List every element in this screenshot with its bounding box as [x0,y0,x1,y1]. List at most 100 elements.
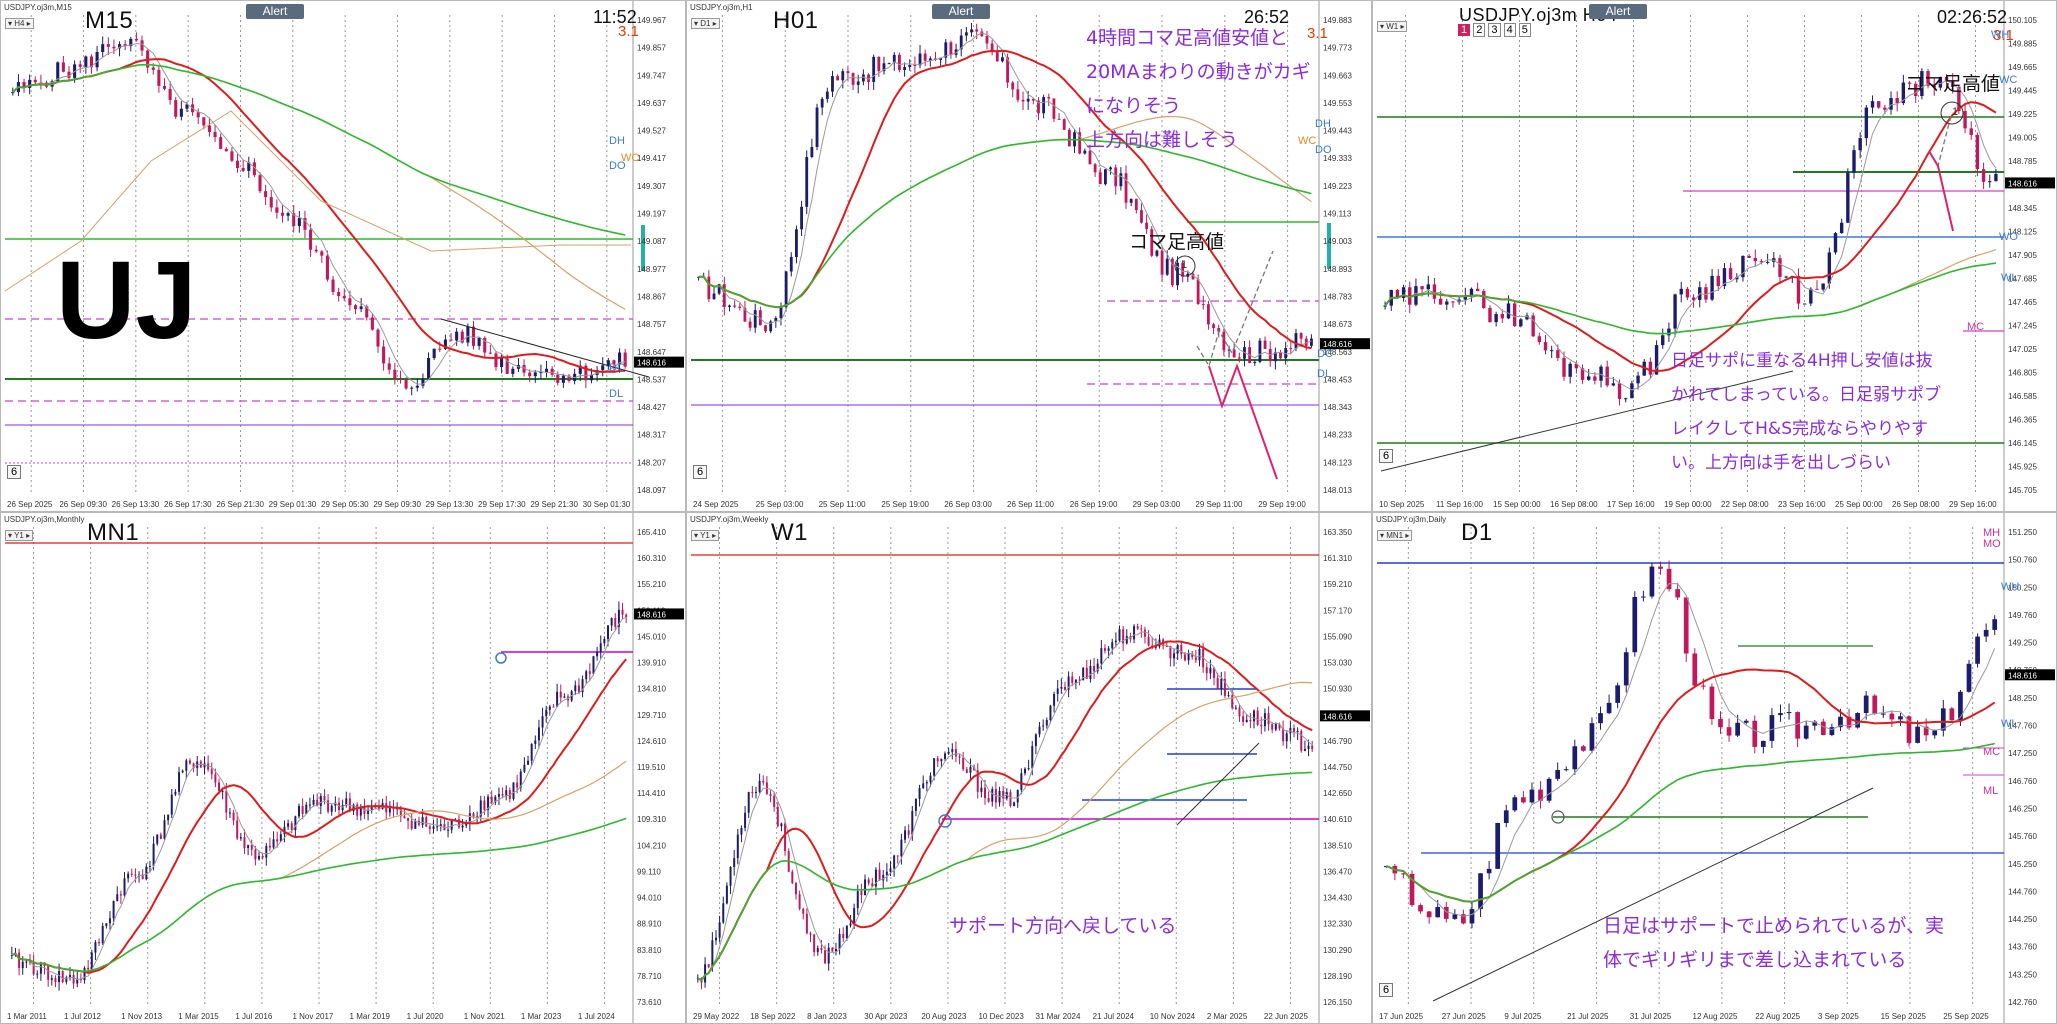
price-tick-label: 145.925 [2008,463,2037,472]
candle-body [188,760,191,764]
candle-body [1016,89,1020,100]
price-tick-label: 146.760 [2008,777,2037,786]
price-tick-label: 144.250 [2008,915,2037,924]
candle-body [1923,726,1929,736]
candle-body [145,866,148,880]
candle-body [1426,284,1430,290]
candle-body [1940,708,1946,731]
candle-body [305,804,308,814]
circle-marker [1940,101,1964,125]
commentary-line-1: 日足サポに重なる4H押し安値は抜 [1671,351,1933,371]
chart-panel-h04[interactable]: 150.105 149.885 149.665 149.445 149.225 149.0… [1372,0,2057,512]
candle-body [878,869,881,881]
candle-body [1231,695,1234,708]
candle-body [410,820,413,829]
candle-body [1271,724,1274,730]
level-tag-dc: DC [609,362,625,374]
price-tick-label: 146.790 [1323,737,1352,746]
candle-body [174,791,177,795]
candle-body [151,67,155,70]
candle-body [975,29,979,32]
alert-button[interactable]: Alert [1589,4,1647,19]
timeframe-dropdown[interactable]: ▾ Y1 ▸ [691,530,720,541]
time-tick-label: 26 Sep 08:00 [1892,500,1940,509]
chart-panel-w1[interactable]: 163.350 161.310 159.210 157.170 155.090 153.0… [686,512,1372,1024]
candle-body [1026,98,1030,102]
timeframe-dropdown[interactable]: ▾ H4 ▸ [5,18,34,29]
alert-button[interactable]: Alert [246,4,304,19]
candle-body [911,810,914,835]
alert-button[interactable]: Alert [932,4,990,19]
candle-body [1802,303,1807,305]
candle-body [923,53,927,61]
candle-body [438,348,442,350]
timeframe-dropdown[interactable]: ▾ D1 ▸ [691,18,720,29]
candle-body [1803,725,1809,739]
candle-body [1067,676,1070,690]
candle-body [345,798,348,806]
timeframe-dropdown[interactable]: ▾ Y1 ▸ [5,530,34,541]
candle-body [1880,713,1886,715]
candle-body [805,157,809,207]
candle-body [162,85,167,89]
candle-body [1889,98,1893,110]
candle-body [864,879,867,896]
tab-2[interactable]: 2 [1473,23,1486,37]
candle-body [1096,663,1099,672]
pair-abbreviation: UJ [56,239,197,362]
timeframe-dropdown[interactable]: ▾ W1 ▸ [1377,21,1408,32]
h04-plot: 150.105 149.885 149.665 149.445 149.225 149.0… [1377,1,2055,511]
timeframe-label: MN1 [87,519,140,546]
candle-body [487,796,490,810]
chart-panel-d1[interactable]: 151.250150.760150.250149.760149.250148.7… [1372,512,2057,1024]
candle-body [325,255,329,280]
timeframe-dropdown[interactable]: ▾ MN1 ▸ [1377,530,1413,541]
candle-body [301,806,304,814]
price-tick-label: 149.967 [637,16,666,25]
tab-1[interactable]: 1 [1458,24,1471,36]
candle-body [1155,250,1159,256]
chart-panel-m15[interactable]: 149.967 149.857 149.747 149.637 149.527 149.4… [0,0,686,512]
candle-body [959,35,963,50]
chart-panel-mn1[interactable]: 165.410160.310155.210150.110145.010139.9… [0,512,686,1024]
tab-4[interactable]: 4 [1503,23,1516,37]
chart-panel-h01[interactable]: 149.883 149.773 149.663 149.553 149.443 149.3… [686,0,1372,512]
candle-body [836,76,840,81]
time-axis: 17 Jun 2025 27 Jun 2025 9 Jul 2025 21 Jul 2… [1373,1007,2056,1023]
candle-body [331,279,335,292]
candle-body [1966,663,1972,692]
candle-body [316,799,319,806]
candle-body [320,251,324,256]
tab-3[interactable]: 3 [1488,23,1501,37]
candle-body [404,379,408,389]
candle-body [1512,303,1517,327]
candle-body [1839,222,1844,234]
candle-body [196,112,200,118]
candle-body [490,796,493,803]
time-tick-label: 1 Jul 2012 [64,1012,101,1021]
candle-body [791,871,794,884]
candle-body [1796,275,1801,304]
candle-body [1747,256,1751,258]
candle-body [1858,138,1862,151]
candle-body [235,160,240,169]
candle-body [1432,284,1437,299]
profile-tabs[interactable]: 1 2 3 4 5 [1458,23,1531,37]
candle-body [1438,298,1443,305]
tab-5[interactable]: 5 [1518,23,1531,37]
candle-body [1303,748,1306,751]
candle-body [970,29,973,33]
candle-body [697,276,700,278]
candle-body [439,824,442,827]
candle-body [1820,721,1826,736]
candle-body [287,823,290,827]
candle-body [1140,210,1143,223]
candle-body [1975,134,1980,170]
timeframe-label: D1 [1461,519,1493,546]
spread-value: 3.1 [1307,25,1328,42]
commentary-line-3: になりそう [1086,95,1182,117]
price-tick-label: 148.013 [1323,486,1352,495]
candle-body [1263,340,1267,349]
time-tick-label: 30 Apr 2023 [864,1012,908,1021]
candle-body [1863,695,1869,714]
